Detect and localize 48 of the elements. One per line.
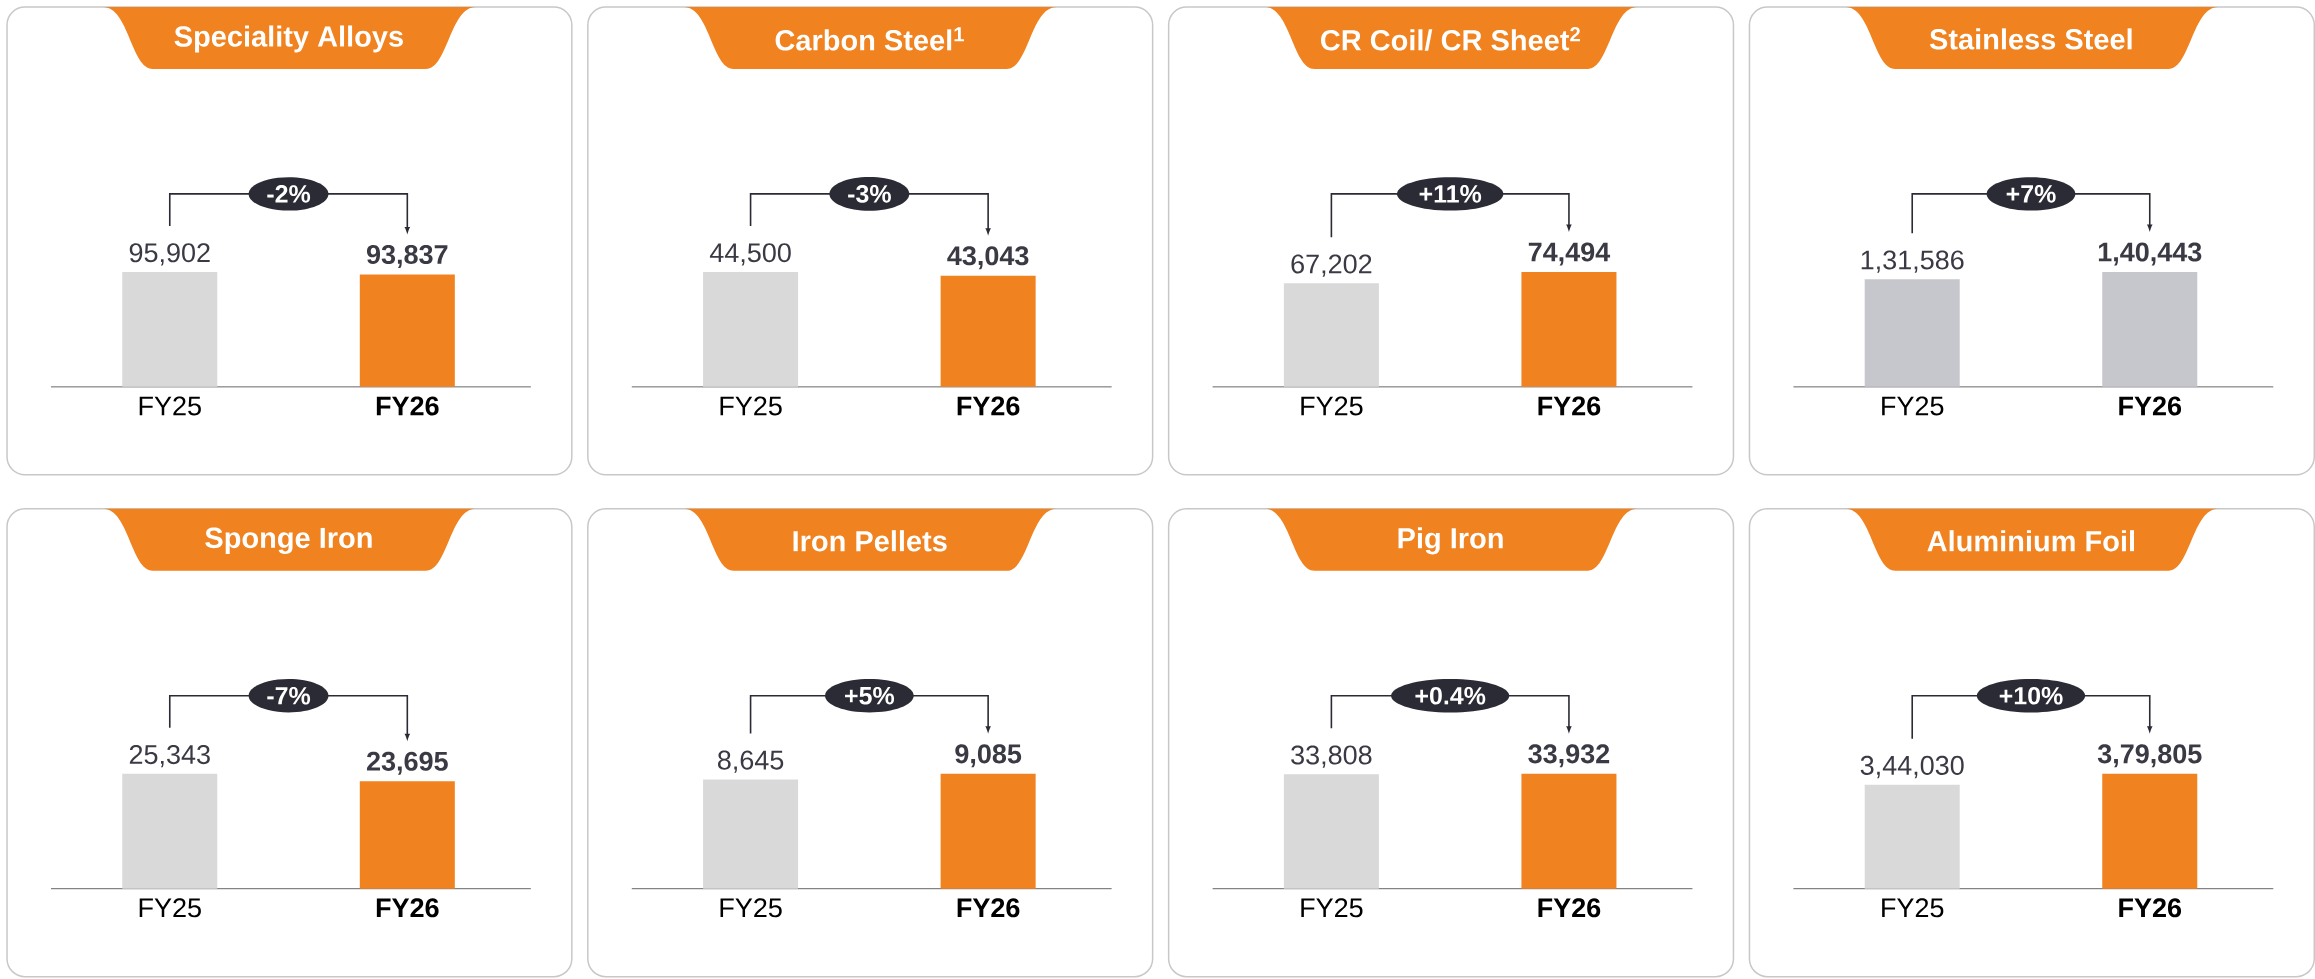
x-tick-label: FY26 — [376, 396, 439, 416]
x-tick-label: FY26 — [376, 898, 439, 918]
data-label: 23,695 — [366, 751, 448, 775]
text: +7% — [2006, 185, 2056, 203]
x-tick-label: FY25 — [139, 898, 201, 918]
text: +10% — [1999, 687, 2063, 705]
x-tick-label: FY26 — [957, 396, 1020, 416]
text: +11% — [1419, 185, 1482, 203]
x-tick-label: FY25 — [1882, 898, 1944, 918]
x-tick-label: FY25 — [139, 396, 201, 416]
data-label: 33,932 — [1528, 744, 1610, 768]
chart-title: Aluminium Foil — [1927, 530, 2134, 552]
x-tick-label: FY26 — [2119, 898, 2182, 918]
text: +0.4% — [1415, 687, 1486, 705]
x-tick-label: FY26 — [957, 898, 1020, 918]
data-label: 95,902 — [129, 243, 210, 266]
text: -7% — [267, 687, 311, 705]
chart-title: Sponge Iron — [205, 527, 372, 555]
data-label: 43,043 — [947, 246, 1029, 270]
data-label: 25,343 — [129, 745, 210, 768]
text: -3% — [848, 185, 891, 203]
data-label: 67,202 — [1291, 254, 1372, 277]
chart-title: Stainless Steel — [1929, 28, 2132, 50]
x-tick-label: FY25 — [1301, 396, 1363, 416]
data-label: 3,79,805 — [2097, 744, 2202, 768]
text: +5% — [845, 687, 895, 705]
x-tick-label: FY25 — [1301, 898, 1363, 918]
chart-title: Speciality Alloys — [174, 25, 403, 53]
x-tick-label: FY25 — [720, 396, 782, 416]
x-tick-label: FY26 — [1538, 396, 1601, 416]
text: -2% — [267, 185, 311, 203]
data-label: 8,645 — [717, 750, 784, 774]
x-tick-label: FY25 — [720, 898, 782, 918]
chart-title: CR Coil/ CR Sheet$^{2}$ — [1321, 27, 1580, 52]
x-tick-label: FY25 — [1882, 396, 1944, 416]
chart-title: Pig Iron — [1398, 527, 1503, 555]
data-label: 1,40,443 — [2098, 242, 2202, 266]
x-tick-label: FY26 — [2119, 396, 2182, 416]
data-label: 1,31,586 — [1861, 250, 1964, 273]
chart-title: Carbon Steel$^{1}$ — [775, 27, 964, 51]
data-label: 74,494 — [1528, 242, 1611, 266]
data-label: 3,44,030 — [1860, 755, 1964, 779]
chart-title: Iron Pellets — [793, 530, 947, 552]
data-label: 33,808 — [1291, 745, 1372, 768]
data-label: 9,085 — [955, 744, 1022, 768]
x-tick-label: FY26 — [1538, 898, 1601, 918]
data-label: 93,837 — [366, 245, 448, 269]
data-label: 44,500 — [709, 243, 791, 266]
